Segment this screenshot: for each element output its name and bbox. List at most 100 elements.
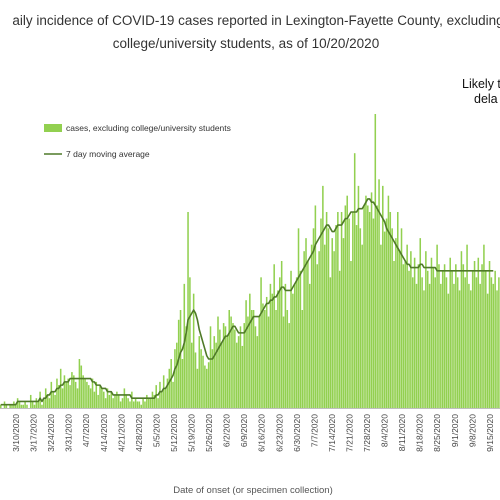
case-bar — [33, 404, 36, 408]
case-bar — [496, 290, 498, 408]
case-bar — [226, 336, 229, 408]
case-bar — [361, 244, 363, 408]
case-bar — [338, 270, 341, 408]
case-bar — [24, 401, 26, 408]
case-bar — [162, 375, 165, 408]
case-bar — [84, 378, 86, 408]
case-bar — [423, 290, 425, 408]
case-bar — [161, 391, 163, 408]
x-tick-label: 7/28/2020 — [362, 414, 372, 452]
case-bar — [479, 283, 481, 408]
case-bar — [456, 277, 459, 408]
case-bar — [219, 329, 221, 408]
case-bar — [183, 283, 186, 408]
case-bar — [112, 398, 114, 408]
case-bar — [74, 381, 77, 408]
case-bar — [35, 398, 38, 408]
case-bar — [393, 261, 395, 408]
case-bar — [301, 310, 304, 408]
case-bar — [205, 368, 208, 408]
case-bar — [48, 398, 51, 408]
case-bar — [177, 319, 180, 408]
case-bar — [58, 385, 60, 408]
case-bar — [63, 375, 66, 408]
case-bar — [123, 388, 126, 408]
case-bar — [264, 310, 266, 408]
x-tick-label: 3/17/2020 — [29, 414, 39, 452]
case-bar — [116, 391, 118, 408]
case-bar — [481, 264, 483, 408]
case-bar — [106, 388, 109, 408]
case-bar — [426, 270, 429, 408]
case-bar — [488, 261, 491, 408]
case-bar — [397, 212, 399, 408]
case-bar — [43, 398, 45, 408]
case-bar — [157, 398, 159, 408]
case-bar — [441, 270, 444, 408]
x-tick-label: 5/12/2020 — [169, 414, 179, 452]
case-bar — [138, 401, 141, 408]
case-bar — [303, 251, 305, 408]
case-bar — [370, 192, 373, 408]
case-bar — [494, 270, 496, 408]
case-bar — [408, 270, 410, 408]
case-bar — [104, 398, 107, 408]
case-bar — [131, 391, 133, 408]
case-bar — [400, 228, 403, 408]
case-bar — [237, 336, 240, 408]
case-bar — [344, 205, 347, 408]
case-bar — [382, 185, 384, 408]
case-bar — [353, 153, 356, 408]
case-bar — [132, 401, 135, 408]
case-bar — [136, 401, 139, 408]
case-bar — [31, 401, 34, 408]
case-bar — [477, 257, 480, 408]
case-bar — [428, 283, 431, 408]
x-tick-label: 9/15/2020 — [485, 414, 495, 452]
case-bar — [5, 404, 8, 408]
case-bar — [59, 368, 62, 408]
case-bar — [404, 261, 407, 408]
x-tick-label: 6/9/2020 — [239, 414, 249, 447]
case-bar — [323, 244, 326, 408]
case-bar — [305, 238, 307, 408]
case-bar — [350, 261, 352, 408]
case-bar — [318, 251, 320, 408]
case-bar — [340, 212, 343, 408]
case-bar — [269, 283, 272, 408]
moving-average-line — [0, 198, 494, 406]
case-bar — [432, 267, 435, 408]
delay-annotation-line-2: dela — [474, 92, 498, 106]
case-bar — [378, 179, 380, 408]
case-bar — [273, 264, 275, 408]
case-bar — [97, 394, 99, 408]
case-bar — [337, 212, 339, 408]
case-bar — [232, 323, 234, 408]
case-bar — [277, 290, 279, 408]
case-bar — [260, 277, 262, 408]
case-bar — [202, 355, 204, 408]
case-bar — [466, 244, 468, 408]
case-bar — [359, 228, 362, 408]
case-bar — [307, 261, 309, 408]
case-bar — [451, 270, 453, 408]
case-bar — [380, 244, 382, 408]
case-bar — [322, 185, 324, 408]
case-bar — [440, 283, 442, 408]
case-bar — [243, 323, 245, 408]
case-bar — [159, 381, 161, 408]
case-bar — [215, 342, 217, 408]
case-bar — [194, 352, 197, 408]
case-bar — [103, 391, 105, 408]
case-bar — [239, 326, 242, 408]
x-axis-title: Date of onset (or specimen collection) — [173, 485, 332, 496]
case-bar — [367, 205, 369, 408]
case-bar — [217, 316, 219, 408]
case-bar — [89, 388, 92, 408]
case-bar — [93, 391, 96, 408]
case-bar — [411, 277, 414, 408]
case-bar — [181, 359, 184, 408]
case-bar — [265, 296, 268, 408]
case-bar — [249, 293, 251, 408]
